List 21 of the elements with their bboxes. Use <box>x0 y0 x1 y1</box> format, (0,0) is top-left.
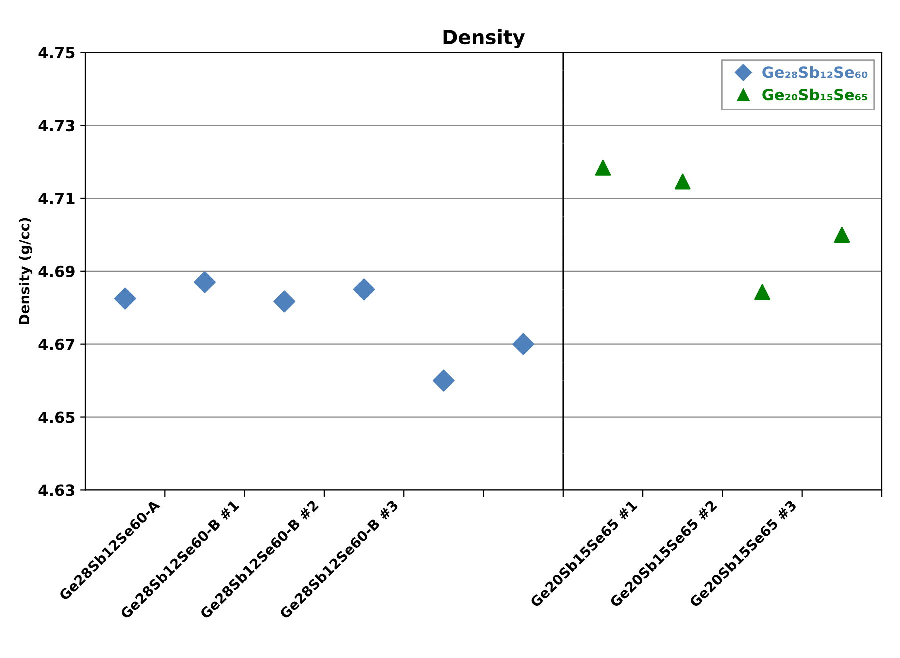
chart-title: Density <box>444 30 526 48</box>
point <box>834 226 850 243</box>
y-axis-title: Density (g/cc) <box>18 218 33 324</box>
y-tick-label: 4.67 <box>38 338 75 350</box>
point <box>754 284 771 300</box>
point <box>512 333 535 356</box>
y-tick-label: 4.71 <box>38 193 75 204</box>
point <box>114 288 136 310</box>
point <box>432 370 455 392</box>
legend-label: Ge₂₀Sb₁₅Se₆₅ <box>762 88 868 101</box>
y-tick-label: 4.65 <box>38 412 75 424</box>
y-tick-label: 4.75 <box>38 47 75 59</box>
point <box>353 278 376 301</box>
legend-label: Ge₂₈Sb₁₂Se₆₀ <box>762 66 868 78</box>
point <box>595 160 612 176</box>
y-tick-label: 4.73 <box>38 120 75 132</box>
point <box>194 271 216 294</box>
point <box>274 290 296 313</box>
y-tick-label: 4.63 <box>38 484 75 496</box>
y-tick-label: 4.69 <box>38 266 75 278</box>
point <box>674 174 691 190</box>
